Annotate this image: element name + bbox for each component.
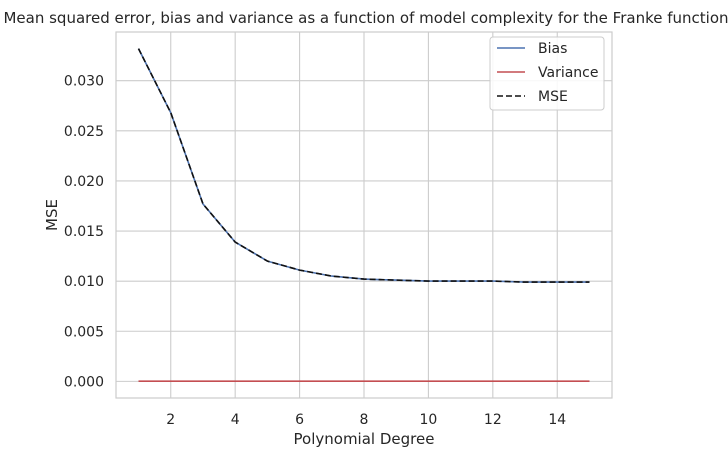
legend-label-mse: MSE	[538, 89, 568, 105]
chart-title: Mean squared error, bias and variance as…	[3, 9, 728, 27]
legend-box	[489, 36, 605, 111]
y-tick-label: 0.000	[64, 374, 104, 390]
legend-label-variance: Variance	[538, 65, 598, 81]
series-layer	[137, 48, 590, 383]
y-tick-label: 0.030	[64, 74, 104, 90]
y-tick-label: 0.015	[64, 224, 104, 240]
series-mse-line	[137, 48, 590, 283]
x-tick-label: 4	[231, 412, 240, 428]
y-tick-labels: 0.000 0.005 0.010 0.015 0.020 0.025 0.030	[64, 74, 104, 391]
legend: Bias Variance MSE	[489, 36, 605, 111]
x-tick-labels: 2 4 6 8 10 12 14	[166, 412, 566, 428]
x-tick-label: 6	[295, 412, 304, 428]
y-axis-label: MSE	[43, 199, 61, 231]
x-tick-label: 10	[420, 412, 438, 428]
x-tick-label: 14	[548, 412, 566, 428]
y-tick-label: 0.010	[64, 274, 104, 290]
plot-frame	[115, 31, 613, 399]
y-tick-label: 0.005	[64, 324, 104, 340]
y-tick-label: 0.020	[64, 174, 104, 190]
x-tick-label: 2	[166, 412, 175, 428]
x-axis-label: Polynomial Degree	[294, 430, 435, 448]
x-tick-label: 8	[360, 412, 369, 428]
y-tick-label: 0.025	[64, 124, 104, 140]
x-tick-label: 12	[484, 412, 502, 428]
legend-label-bias: Bias	[538, 41, 567, 57]
